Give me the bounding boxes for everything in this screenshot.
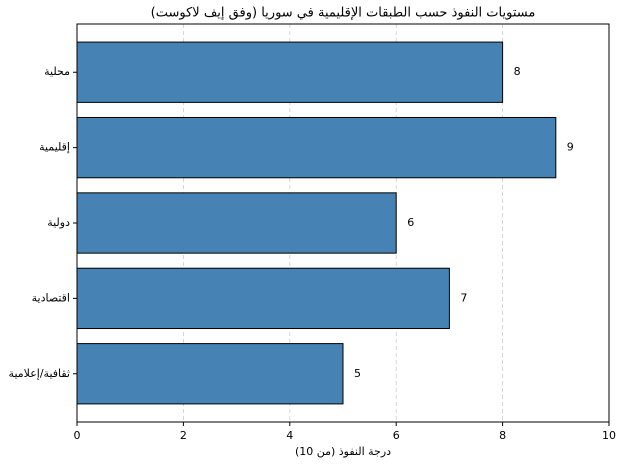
bar bbox=[76, 343, 344, 405]
x-tick-label: 2 bbox=[180, 429, 187, 442]
y-tick-label: محلية bbox=[44, 65, 70, 78]
value-label: 7 bbox=[460, 291, 467, 304]
x-tick-label: 0 bbox=[74, 429, 81, 442]
bar bbox=[76, 192, 397, 254]
bar bbox=[76, 116, 557, 179]
x-axis-label: درجة النفوذ (من 10) bbox=[295, 445, 391, 458]
value-label: 8 bbox=[514, 65, 521, 78]
bar bbox=[76, 41, 504, 103]
value-label: 6 bbox=[407, 216, 414, 229]
chart-title: مستويات النفوذ حسب الطبقات الإقليمية في … bbox=[151, 6, 536, 21]
y-tick-label: دولية bbox=[47, 216, 70, 229]
x-tick-label: 4 bbox=[286, 429, 293, 442]
y-tick-label: إقليمية bbox=[39, 141, 70, 154]
y-tick-label: ثقافية/إعلامية bbox=[9, 367, 70, 380]
x-tick-label: 10 bbox=[602, 429, 616, 442]
x-tick-label: 8 bbox=[499, 429, 506, 442]
value-label: 9 bbox=[567, 141, 574, 154]
plot-frame bbox=[76, 23, 610, 423]
value-label: 5 bbox=[354, 367, 361, 380]
y-tick-label: اقتصادية bbox=[32, 291, 70, 304]
bar bbox=[76, 267, 450, 330]
x-tick-label: 6 bbox=[393, 429, 400, 442]
